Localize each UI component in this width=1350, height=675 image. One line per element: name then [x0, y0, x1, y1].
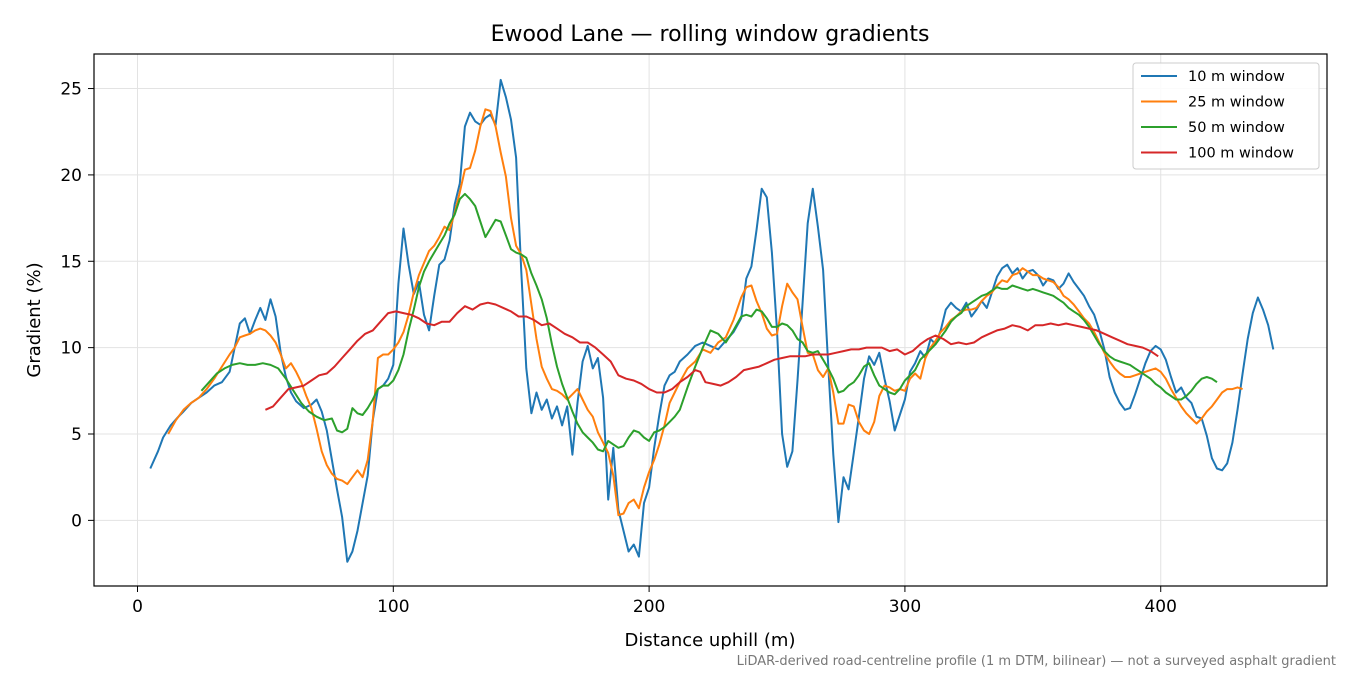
series-line-50m: [200, 192, 1218, 453]
series-lines: [149, 78, 1275, 563]
series-line-10m: [149, 78, 1275, 563]
y-tick-label: 0: [71, 511, 82, 531]
ticks: 0 100 200 300 400 0 5 10 15 20 25: [60, 80, 1177, 617]
source-note: LiDAR-derived road-centreline profile (1…: [737, 654, 1336, 669]
x-tick-label: 300: [889, 597, 921, 617]
legend: 10 m window 25 m window 50 m window 100 m w…: [1132, 62, 1320, 170]
legend-label-100m: 100 m window: [1188, 146, 1294, 162]
y-tick-label: 25: [60, 80, 82, 100]
x-tick-label: 0: [132, 597, 143, 617]
x-tick-label: 100: [377, 597, 409, 617]
legend-box: [1132, 62, 1320, 170]
x-tick-label: 400: [1144, 597, 1176, 617]
x-axis-label: Distance uphill (m): [625, 630, 796, 651]
y-tick-label: 15: [60, 252, 82, 272]
y-axis-label: Gradient (%): [24, 262, 45, 377]
series-line-100m: [264, 301, 1159, 411]
legend-label-50m: 50 m window: [1188, 120, 1285, 136]
grid: [94, 54, 1327, 586]
legend-label-10m: 10 m window: [1188, 69, 1285, 85]
x-tick-label: 200: [633, 597, 665, 617]
chart-title: Ewood Lane — rolling window gradients: [491, 22, 930, 47]
series-line-25m: [167, 108, 1243, 517]
y-tick-label: 10: [60, 339, 82, 359]
plot-area: [93, 53, 1328, 587]
y-tick-label: 20: [60, 166, 82, 186]
y-tick-label: 5: [71, 425, 82, 445]
legend-label-25m: 25 m window: [1188, 95, 1285, 111]
